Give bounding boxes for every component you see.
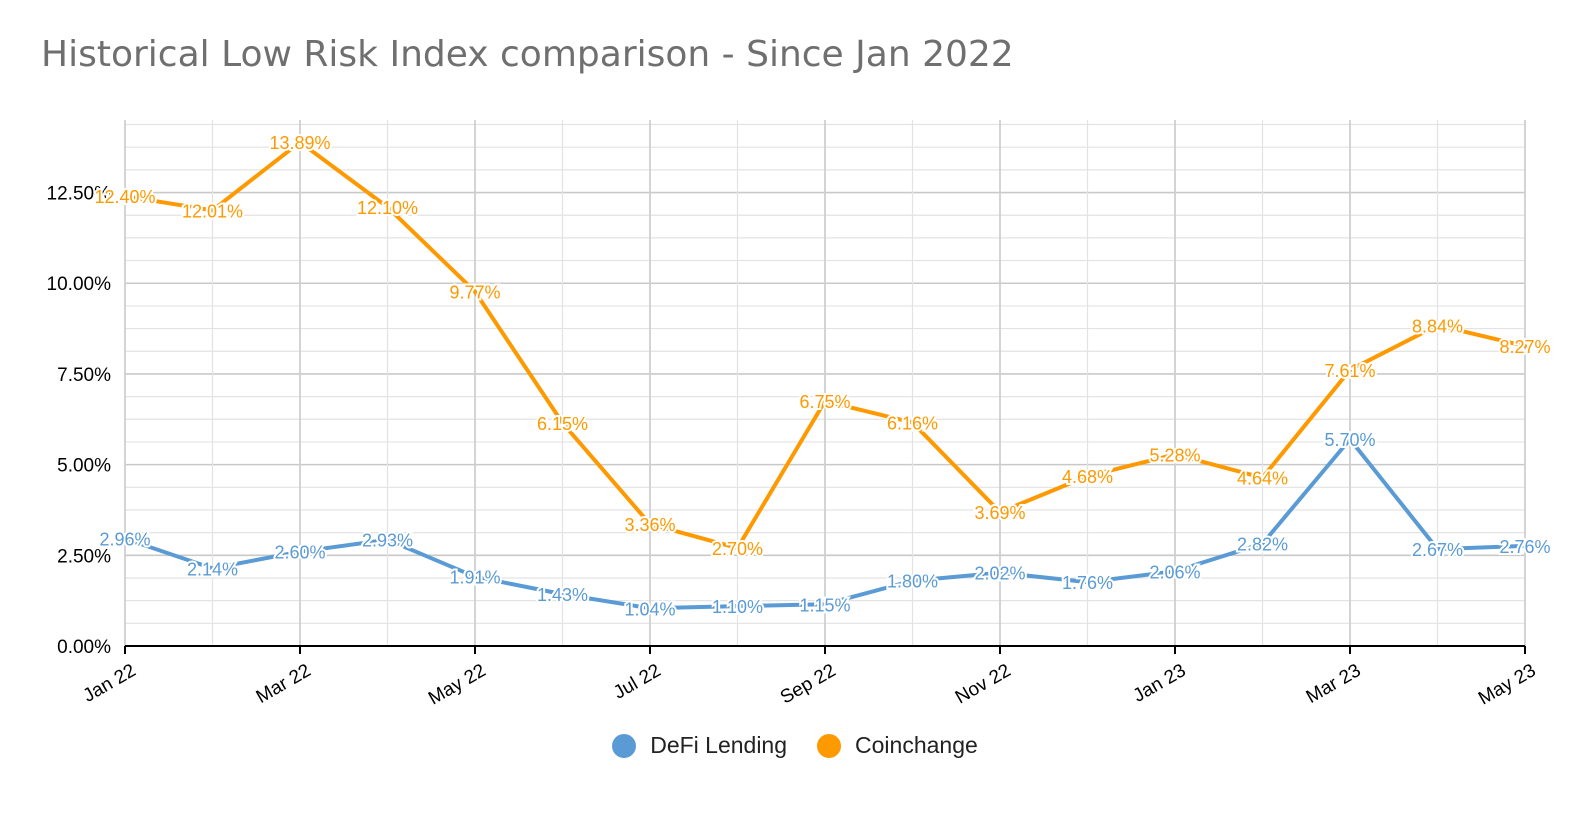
series-line-defi-lending [123, 437, 1527, 611]
data-label-defi-lending: 2.76% [1499, 537, 1550, 557]
data-label-defi-lending: 1.04% [624, 599, 675, 619]
y-tick-label: 5.00% [57, 456, 111, 477]
data-label-defi-lending: 1.10% [712, 597, 763, 617]
data-label-coinchange: 7.61% [1324, 361, 1375, 381]
data-label-defi-lending: 2.67% [1412, 540, 1463, 560]
data-label-defi-lending: 2.93% [362, 531, 413, 551]
legend-label-defi-lending: DeFi Lending [650, 732, 788, 758]
x-tick-label: Jul 22 [610, 660, 664, 704]
data-label-coinchange: 4.68% [1062, 467, 1113, 487]
data-label-coinchange: 6.75% [799, 392, 850, 412]
data-label-defi-lending: 1.80% [887, 572, 938, 592]
data-label-coinchange: 12.40% [94, 187, 155, 207]
x-tick-label: Nov 22 [952, 660, 1015, 708]
data-label-defi-lending: 1.91% [449, 568, 500, 588]
data-label-defi-lending: 2.02% [974, 564, 1025, 584]
y-tick-label: 12.50% [47, 184, 112, 205]
data-label-coinchange: 6.15% [537, 414, 588, 434]
y-tick-label: 10.00% [47, 274, 112, 295]
x-tick-label: Jan 23 [1130, 660, 1190, 707]
x-tick-label: May 23 [1475, 660, 1539, 709]
data-label-coinchange: 8.84% [1412, 316, 1463, 336]
data-label-coinchange: 3.69% [974, 503, 1025, 523]
data-label-coinchange: 13.89% [269, 133, 330, 153]
legend: DeFi Lending Coinchange [0, 732, 1590, 759]
data-label-coinchange: 6.16% [887, 414, 938, 434]
x-tick-label: Mar 22 [253, 660, 315, 708]
data-label-defi-lending: 1.15% [799, 595, 850, 615]
y-tick-label: 7.50% [57, 365, 111, 386]
x-tick-label: May 22 [425, 660, 489, 709]
legend-swatch-defi-lending [612, 733, 637, 758]
y-tick-label: 2.50% [57, 546, 111, 567]
data-label-coinchange: 2.70% [712, 539, 763, 559]
y-tick-label: 0.00% [57, 637, 111, 658]
legend-item-coinchange[interactable]: Coinchange [817, 732, 978, 759]
data-label-defi-lending: 2.14% [187, 559, 238, 579]
legend-item-defi-lending[interactable]: DeFi Lending [612, 732, 787, 759]
chart-title: Historical Low Risk Index comparison - S… [41, 34, 1014, 75]
x-tick-label: Jan 22 [80, 660, 140, 707]
data-label-defi-lending: 2.82% [1237, 535, 1288, 555]
data-label-defi-lending: 2.60% [274, 543, 325, 563]
data-label-coinchange: 9.77% [449, 283, 500, 303]
x-tick-label: Mar 23 [1303, 660, 1365, 708]
series-line-coinchange [123, 140, 1527, 551]
data-label-defi-lending: 1.76% [1062, 573, 1113, 593]
data-label-coinchange: 12.10% [357, 198, 418, 218]
legend-label-coinchange: Coinchange [855, 732, 978, 758]
data-label-coinchange: 5.28% [1149, 445, 1200, 465]
data-label-defi-lending: 2.96% [99, 530, 150, 550]
x-tick-label: Sep 22 [777, 660, 840, 708]
legend-swatch-coinchange [817, 733, 842, 758]
data-label-defi-lending: 5.70% [1324, 430, 1375, 450]
data-label-coinchange: 12.01% [182, 201, 243, 221]
data-label-coinchange: 4.64% [1237, 469, 1288, 489]
data-label-coinchange: 3.36% [624, 515, 675, 535]
data-label-defi-lending: 2.06% [1149, 562, 1200, 582]
data-label-defi-lending: 1.43% [537, 585, 588, 605]
data-label-coinchange: 8.27% [1499, 337, 1550, 357]
